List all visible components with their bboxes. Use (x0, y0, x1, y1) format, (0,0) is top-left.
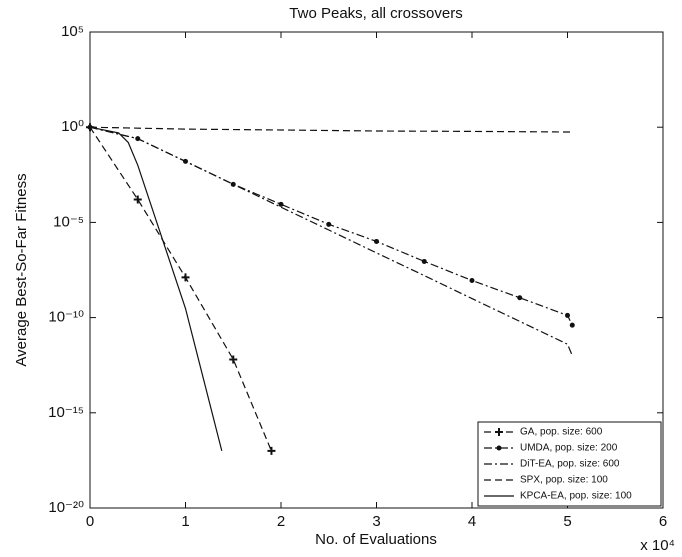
marker (133, 195, 142, 204)
series-line (89, 126, 272, 452)
marker (374, 238, 379, 244)
legend-label: GA, pop. size: 600 (520, 427, 603, 438)
x-tick-label: 0 (86, 513, 94, 530)
legend: GA, pop. size: 600 UMDA, pop. size: 200 Di… (477, 421, 662, 507)
legend-label: UMDA, pop. size: 200 (520, 443, 618, 454)
y-tick-label: 10⁻⁵ (53, 213, 84, 230)
x-tick-label: 2 (277, 513, 285, 530)
marker (495, 428, 503, 436)
y-tick-label: 10⁰ (61, 118, 84, 135)
legend-box (477, 421, 662, 507)
marker (229, 355, 238, 364)
marker (421, 258, 427, 264)
y-tick-label: 10⁻²⁰ (48, 499, 84, 516)
y-tick-label: 10⁻¹⁵ (48, 404, 84, 421)
marker (267, 446, 276, 455)
legend-label: SPX, pop. size: 100 (520, 475, 608, 486)
y-axis-label: Average Best-So-Far Fitness (13, 173, 30, 366)
series-line (89, 126, 573, 356)
x-multiplier: x 10⁴ (640, 537, 675, 554)
y-tick-label: 10⁵ (61, 23, 84, 40)
x-axis-label: No. of Evaluations (315, 531, 437, 548)
x-tick-label: 3 (372, 513, 380, 530)
y-tick-label: 10⁻¹⁰ (48, 309, 84, 326)
series-line (89, 126, 223, 452)
marker (278, 201, 284, 207)
marker (326, 221, 332, 227)
chart-title: Two Peaks, all crossovers (289, 5, 462, 22)
legend-label: DiT-EA, pop. size: 600 (520, 459, 620, 470)
x-tick-label: 6 (659, 513, 667, 530)
x-tick-label: 5 (563, 513, 571, 530)
legend-label: KPCA-EA, pop. size: 100 (520, 491, 632, 502)
marker (469, 277, 475, 283)
series-line (89, 126, 573, 133)
marker (181, 273, 190, 282)
marker (517, 295, 523, 301)
marker (569, 322, 575, 328)
x-tick-label: 1 (181, 513, 189, 530)
marker (496, 445, 502, 451)
series-line (89, 126, 573, 326)
marker (230, 181, 236, 187)
x-tick-label: 4 (468, 513, 476, 530)
marker (565, 312, 570, 318)
